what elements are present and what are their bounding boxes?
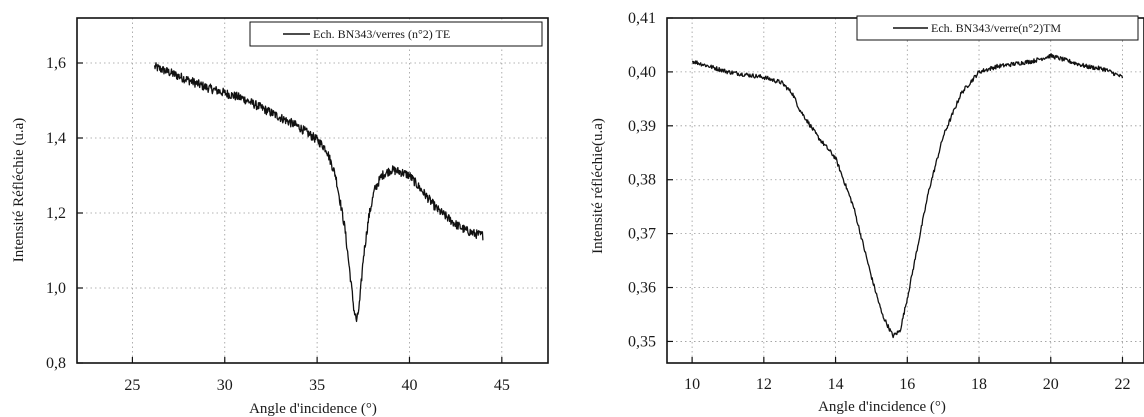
series-line — [692, 53, 1124, 339]
y-tick-label: 0,38 — [628, 172, 656, 189]
y-tick-label: 1,6 — [46, 55, 66, 72]
y-tick-label: 1,4 — [46, 130, 66, 147]
y-tick-label: 1,2 — [46, 205, 66, 222]
y-tick-label: 0,39 — [628, 118, 656, 135]
x-tick-label: 10 — [684, 376, 700, 393]
y-axis-title: Intensité réfléchie(u.a) — [590, 118, 606, 254]
legend: Ech. BN343/verre(n°2)TM — [856, 15, 1139, 41]
x-tick-label: 45 — [494, 377, 510, 394]
x-tick-label: 18 — [971, 376, 987, 393]
y-axis-title: Intensité Réfléchie (u.a) — [11, 118, 27, 263]
y-tick-label: 0,40 — [628, 64, 656, 81]
x-tick-label: 16 — [899, 376, 915, 393]
plot-area-left — [76, 17, 549, 364]
legend-label: Ech. BN343/verre(n°2)TM — [931, 21, 1061, 35]
chart-te-reflectance: 25 30 35 40 45 0,8 1,0 1,2 1,4 1,6 Angle d'inciden… — [11, 17, 549, 417]
y-tick-label: 0,8 — [46, 355, 66, 372]
plot-frame — [76, 17, 549, 364]
x-tick-label: 20 — [1043, 376, 1059, 393]
x-tick-label: 22 — [1114, 376, 1130, 393]
plot-area-right — [666, 17, 1144, 364]
series-line — [153, 62, 484, 323]
y-tick-label: 0,36 — [628, 280, 656, 297]
plot-frame — [666, 17, 1144, 364]
x-tick-label: 35 — [309, 377, 325, 394]
x-tick-label: 12 — [756, 376, 772, 393]
x-axis-title: Angle d'incidence (°) — [249, 401, 377, 417]
x-axis-title: Angle d'incidence (°) — [818, 399, 946, 415]
y-tick-label: 0,41 — [628, 10, 656, 27]
x-tick-label: 25 — [124, 377, 140, 394]
x-tick-label: 14 — [828, 376, 844, 393]
legend: Ech. BN343/verres (n°2) TE — [249, 21, 543, 47]
legend-label: Ech. BN343/verres (n°2) TE — [313, 27, 450, 41]
y-tick-label: 0,37 — [628, 226, 656, 243]
y-tick-label: 0,35 — [628, 333, 656, 350]
y-tick-label: 1,0 — [46, 280, 66, 297]
chart-tm-reflectance: 10 12 14 16 18 20 22 0,35 0,36 0,37 0,38 0,39 0,40 0,… — [590, 10, 1144, 415]
x-tick-label: 40 — [401, 377, 417, 394]
x-tick-label: 30 — [217, 377, 233, 394]
